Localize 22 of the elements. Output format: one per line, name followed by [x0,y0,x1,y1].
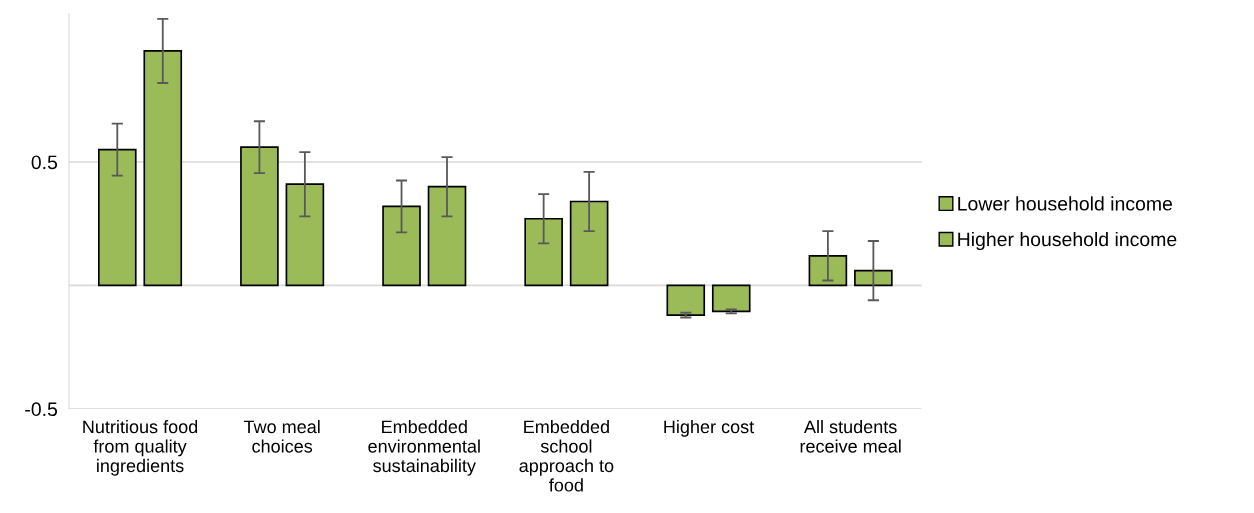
y-tick-label: -0.5 [25,402,58,417]
bar [97,148,137,287]
bar [427,185,467,287]
bar [240,146,279,287]
bar [808,254,848,287]
y-tick-label: 0.5 [31,155,58,170]
x-tick-label: Higher cost [664,419,755,437]
x-tick-label: Embedded environmental sustainability [368,419,480,476]
bar [143,50,183,287]
bar [524,217,563,287]
x-tick-label: Two meal choices [243,419,320,453]
bar [382,205,421,287]
bar [666,284,706,316]
bar [854,269,893,287]
x-tick-label: Nutritious food from quality ingredients [83,419,198,476]
x-tick-label: All students receive meal [800,419,901,453]
x-tick-label: Embedded school approach to food [519,419,614,492]
legend-label: Lower household income [958,196,1173,211]
bar [569,200,609,287]
bar [711,284,751,313]
bar [285,183,325,287]
legend-label: Higher household income [958,231,1177,251]
